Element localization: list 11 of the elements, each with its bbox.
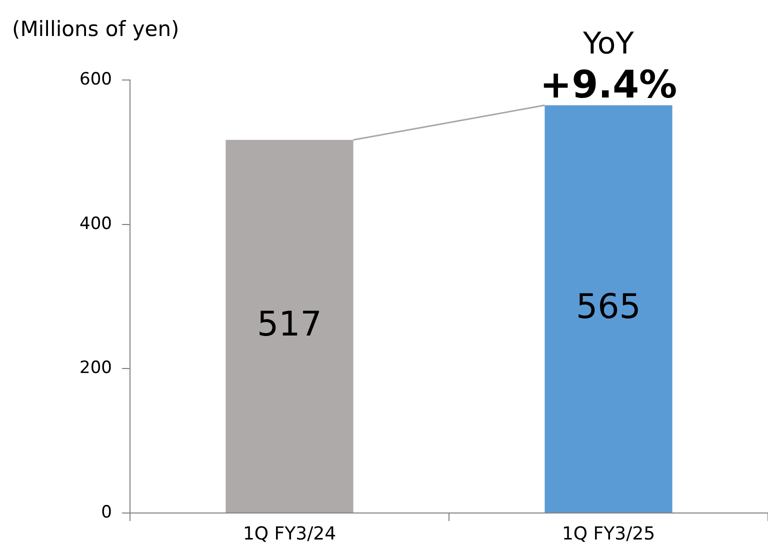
y-axis-title: (Millions of yen)	[12, 16, 180, 41]
y-tick-label: 200	[80, 358, 112, 378]
y-tick-label: 0	[101, 502, 112, 522]
y-tick-label: 600	[80, 69, 112, 90]
x-tick-label: 1Q FY3/25	[562, 523, 656, 544]
data-label: 517	[257, 304, 322, 344]
y-tick-label: 400	[80, 214, 112, 234]
annotation: +9.4%	[540, 62, 678, 106]
data-label: 565	[576, 286, 641, 327]
x-tick-label: 1Q FY3/24	[242, 523, 336, 544]
annotation: YoY	[582, 26, 635, 62]
